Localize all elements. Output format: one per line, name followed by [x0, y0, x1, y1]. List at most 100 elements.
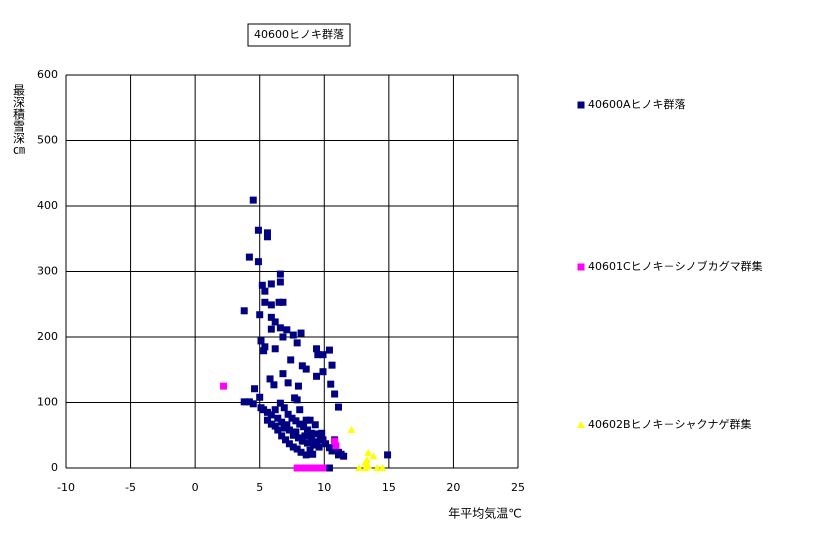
point	[260, 347, 268, 355]
point	[313, 430, 321, 438]
point	[280, 404, 288, 412]
point	[220, 382, 228, 390]
point	[245, 398, 253, 406]
point	[288, 414, 296, 422]
point	[260, 406, 268, 414]
point	[249, 400, 257, 408]
point	[292, 428, 300, 436]
point	[240, 307, 248, 315]
point	[328, 361, 336, 369]
legend-marker	[577, 421, 585, 428]
point	[296, 420, 304, 428]
point	[267, 420, 275, 428]
point	[267, 411, 275, 419]
point	[293, 445, 301, 453]
point	[294, 382, 302, 390]
y-tick-label: 300	[37, 265, 58, 278]
point	[347, 426, 356, 434]
point	[271, 422, 279, 430]
y-tick-label: 500	[37, 134, 58, 147]
point	[279, 370, 287, 378]
point	[254, 258, 262, 266]
point	[263, 229, 271, 237]
point	[364, 462, 373, 470]
point	[276, 270, 284, 278]
point	[355, 464, 364, 471]
point	[256, 311, 264, 319]
point	[313, 438, 321, 446]
point	[287, 356, 295, 364]
point	[325, 464, 333, 472]
title-box	[247, 23, 351, 47]
point	[293, 339, 301, 347]
point	[378, 464, 387, 471]
point	[263, 416, 271, 424]
point	[369, 452, 378, 460]
point	[302, 365, 310, 373]
point	[297, 448, 305, 456]
point	[283, 421, 291, 429]
point	[319, 464, 327, 472]
point	[302, 451, 310, 459]
point	[249, 196, 257, 204]
point	[267, 313, 275, 321]
point	[297, 329, 305, 337]
x-tick-label: 0	[192, 481, 199, 494]
point	[331, 437, 339, 445]
point	[309, 450, 317, 458]
point	[319, 436, 327, 444]
point	[263, 408, 271, 416]
point	[285, 440, 293, 448]
point	[284, 379, 292, 387]
point	[306, 446, 314, 454]
point	[270, 381, 278, 389]
point	[261, 287, 269, 295]
point	[332, 442, 340, 450]
point	[267, 280, 275, 288]
point	[334, 451, 342, 459]
point	[283, 326, 291, 334]
point	[279, 298, 287, 306]
point	[274, 414, 282, 422]
point	[313, 372, 321, 380]
point	[282, 436, 290, 444]
point	[258, 281, 266, 289]
y-tick-label: 100	[37, 396, 58, 409]
point	[263, 233, 271, 241]
point	[334, 403, 342, 411]
point	[257, 337, 265, 345]
point	[296, 406, 304, 414]
point	[240, 398, 248, 406]
point	[300, 423, 308, 431]
point	[301, 432, 309, 440]
x-tick-label: 5	[256, 481, 263, 494]
point	[285, 426, 293, 434]
legend-label: 40600Aヒノキ群落	[588, 97, 686, 111]
legend-label: 40601Cヒノキ－シノブカグマ群集	[588, 259, 763, 273]
point	[318, 429, 326, 437]
point	[322, 440, 330, 448]
point	[261, 298, 269, 306]
y-tick-label: 0	[51, 461, 58, 474]
point	[271, 318, 279, 326]
point	[284, 410, 292, 418]
point	[303, 426, 311, 434]
point	[315, 443, 323, 451]
x-tick-label: 25	[511, 481, 525, 494]
legend-marker	[577, 101, 585, 109]
point	[276, 399, 284, 407]
point	[307, 436, 315, 444]
point	[364, 448, 373, 456]
x-tick-label: -5	[125, 481, 136, 494]
point	[278, 418, 286, 426]
point	[261, 343, 269, 351]
point	[271, 345, 279, 353]
point	[245, 253, 253, 261]
point	[307, 429, 315, 437]
point	[331, 390, 339, 398]
point	[319, 351, 327, 359]
x-axis-label: 年平均気温℃	[448, 506, 521, 521]
point	[384, 451, 392, 459]
point	[254, 226, 262, 234]
